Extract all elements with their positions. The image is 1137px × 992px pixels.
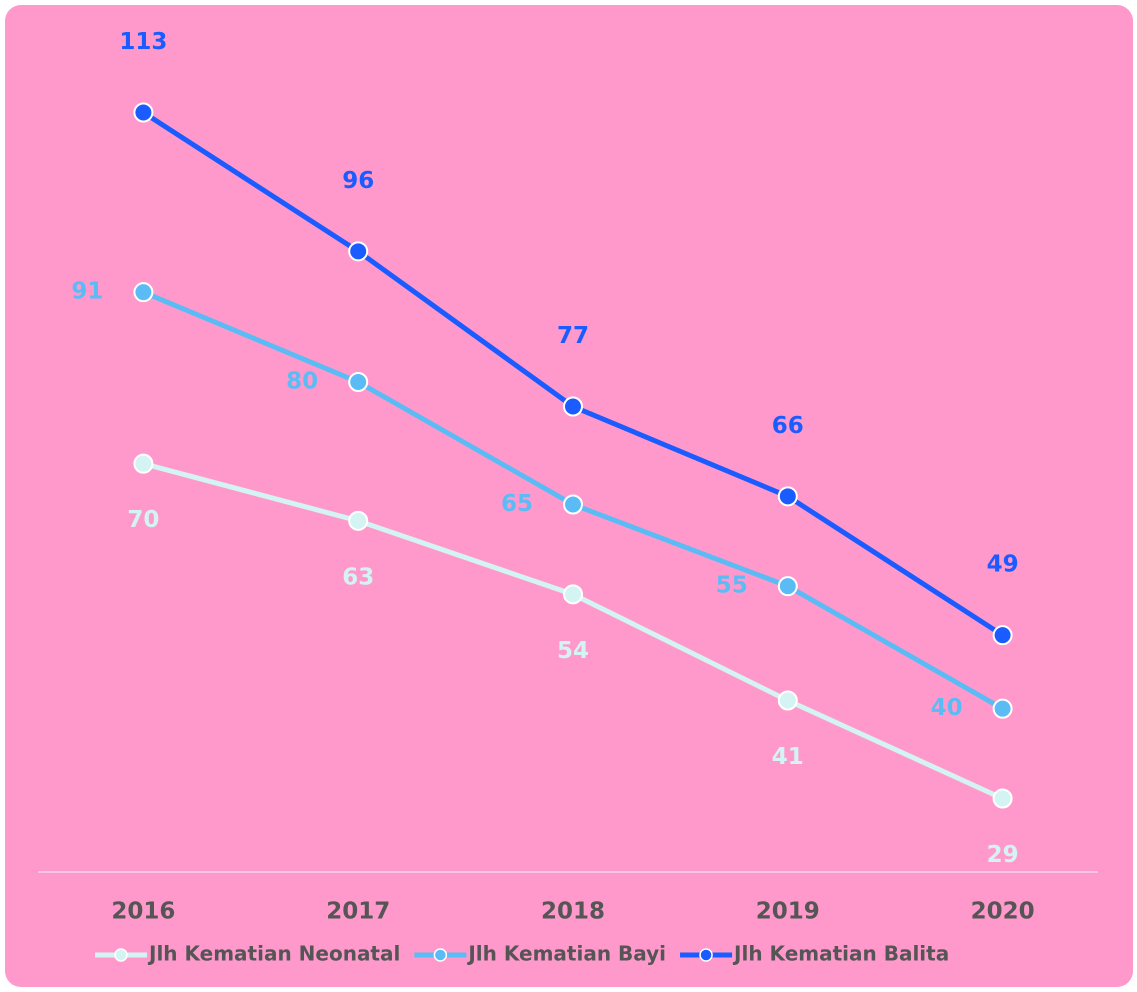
legend-label: Jlh Kematian Neonatal: [147, 942, 400, 966]
data-label: 70: [127, 507, 159, 533]
point-marker: [994, 700, 1012, 718]
point-marker: [564, 496, 582, 514]
data-label: 66: [772, 413, 804, 439]
point-marker: [994, 790, 1012, 808]
data-label: 40: [931, 695, 963, 721]
legend-marker: [434, 949, 446, 961]
data-label: 91: [71, 279, 103, 305]
point-marker: [779, 487, 797, 505]
point-marker: [134, 283, 152, 301]
point-marker: [349, 373, 367, 391]
legend-marker: [115, 949, 127, 961]
x-tick-label: 2020: [971, 899, 1035, 925]
data-label: 113: [119, 29, 167, 55]
data-label: 65: [501, 491, 533, 517]
legend-label: Jlh Kematian Bayi: [466, 942, 666, 966]
x-tick-label: 2016: [111, 899, 175, 925]
data-label: 77: [557, 323, 589, 349]
data-label: 29: [987, 842, 1019, 868]
point-marker: [779, 692, 797, 710]
point-marker: [779, 577, 797, 595]
point-marker: [994, 626, 1012, 644]
x-tick-label: 2017: [326, 899, 390, 925]
data-label: 55: [716, 573, 748, 599]
data-label: 41: [772, 744, 804, 770]
data-label: 96: [342, 168, 374, 194]
x-tick-label: 2018: [541, 899, 605, 925]
page: 2016 2017 2018 2019 2020 70 63 54 41 29 91 80 65 55 40…: [0, 0, 1137, 992]
point-marker: [134, 455, 152, 473]
point-marker: [349, 512, 367, 530]
x-tick-label: 2019: [756, 899, 820, 925]
point-marker: [564, 585, 582, 603]
data-label: 80: [286, 369, 318, 395]
data-label: 49: [987, 552, 1019, 578]
data-label: 54: [557, 638, 589, 664]
data-label: 63: [342, 564, 374, 590]
point-marker: [134, 104, 152, 122]
chart: 2016 2017 2018 2019 2020 70 63 54 41 29 91 80 65 55 40…: [0, 0, 1137, 992]
legend-label: Jlh Kematian Balita: [732, 942, 949, 966]
legend-marker: [700, 949, 712, 961]
point-marker: [564, 398, 582, 416]
point-marker: [349, 242, 367, 260]
